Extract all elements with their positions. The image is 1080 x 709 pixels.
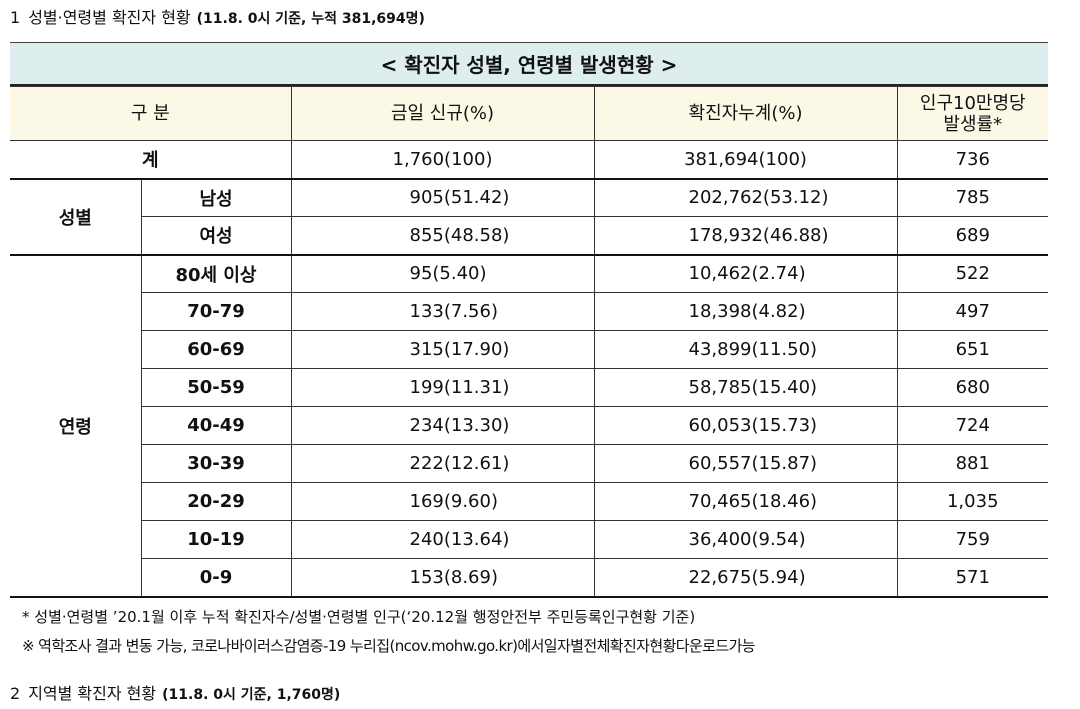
section-heading-1: 1 성별·연령별 확진자 현황 (11.8. 0시 기준, 누적 381,694명) [10, 8, 425, 29]
footnote-data-source: ※ 역학조사 결과 변동 가능, 코로나바이러스감염증-19 누리집(ncov.… [22, 637, 756, 655]
total-label: 계 [10, 140, 292, 180]
section-title: 성별·연령별 확진자 현황 [28, 8, 191, 27]
cell-cumulative: 60,557(15.87) [593, 444, 898, 483]
cell-new: 199(11.31) [290, 368, 595, 407]
cell-rate: 497 [896, 292, 1048, 331]
group-label-age: 연령 [10, 254, 142, 598]
row-label: 70-79 [140, 292, 292, 331]
table-row: 성별 남성 905(51.42) 202,762(53.12) 785 [10, 178, 1048, 256]
table-title-banner: < 확진자 성별, 연령별 발생현황 > [10, 42, 1048, 86]
header-rate-line2: 발생률* [943, 113, 1003, 135]
cell-new: 222(12.61) [290, 444, 595, 483]
table-row: 40-49 234(13.30) 60,053(15.73) 724 [10, 406, 1048, 445]
row-label: 30-39 [140, 444, 292, 483]
cell-rate: 522 [896, 254, 1048, 293]
cell-rate: 1,035 [896, 482, 1048, 521]
table-row: 여성 855(48.58) 178,932(46.88) 689 [10, 216, 1048, 256]
table-row: 10-19 240(13.64) 36,400(9.54) 759 [10, 520, 1048, 559]
footnote-rate-definition: * 성별·연령별 ’20.1월 이후 누적 확진자수/성별·연령별 인구(‘20… [22, 608, 696, 626]
table-row: 0-9 153(8.69) 22,675(5.94) 571 [10, 558, 1048, 598]
total-cumulative: 381,694(100) [593, 140, 898, 180]
table-row: 연령 80세 이상 95(5.40) 10,462(2.74) 522 [10, 254, 1048, 598]
cell-new: 905(51.42) [290, 178, 595, 217]
cell-new: 315(17.90) [290, 330, 595, 369]
section-title: 지역별 확진자 현황 [28, 684, 157, 703]
header-rate: 인구10만명당 발생률* [896, 86, 1048, 141]
cell-cumulative: 36,400(9.54) [593, 520, 898, 559]
cell-new: 133(7.56) [290, 292, 595, 331]
total-rate: 736 [896, 140, 1048, 180]
cell-rate: 680 [896, 368, 1048, 407]
section-number: 2 [10, 684, 21, 703]
section-subtitle: (11.8. 0시 기준, 누적 381,694명) [196, 11, 425, 27]
section-heading-2: 2 지역별 확진자 현황 (11.8. 0시 기준, 1,760명) [10, 684, 340, 705]
cell-new: 240(13.64) [290, 520, 595, 559]
row-label: 60-69 [140, 330, 292, 369]
cell-new: 855(48.58) [290, 216, 595, 256]
cell-new: 153(8.69) [290, 558, 595, 598]
cell-new: 95(5.40) [290, 254, 595, 293]
table-row: 70-79 133(7.56) 18,398(4.82) 497 [10, 292, 1048, 331]
row-label: 0-9 [140, 558, 292, 598]
row-label: 50-59 [140, 368, 292, 407]
cell-rate: 759 [896, 520, 1048, 559]
cell-new: 169(9.60) [290, 482, 595, 521]
cell-rate: 785 [896, 178, 1048, 217]
row-label: 20-29 [140, 482, 292, 521]
header-new: 금일 신규(%) [290, 86, 595, 141]
cell-rate: 881 [896, 444, 1048, 483]
table-row: 30-39 222(12.61) 60,557(15.87) 881 [10, 444, 1048, 483]
cell-rate: 651 [896, 330, 1048, 369]
header-cumulative: 확진자누계(%) [593, 86, 898, 141]
cell-new: 234(13.30) [290, 406, 595, 445]
total-new: 1,760(100) [290, 140, 595, 180]
row-label: 10-19 [140, 520, 292, 559]
cell-cumulative: 22,675(5.94) [593, 558, 898, 598]
table-row-total: 계 1,760(100) 381,694(100) 736 [10, 140, 1048, 180]
cell-cumulative: 178,932(46.88) [593, 216, 898, 256]
header-row: 구 분 금일 신규(%) 확진자누계(%) 인구10만명당 발생률* [10, 86, 1048, 141]
table-row: 20-29 169(9.60) 70,465(18.46) 1,035 [10, 482, 1048, 521]
cell-cumulative: 60,053(15.73) [593, 406, 898, 445]
table-row: 60-69 315(17.90) 43,899(11.50) 651 [10, 330, 1048, 369]
row-label: 40-49 [140, 406, 292, 445]
header-rate-line1: 인구10만명당 [919, 92, 1026, 114]
cell-rate: 689 [896, 216, 1048, 256]
row-label: 여성 [140, 216, 292, 256]
cell-rate: 571 [896, 558, 1048, 598]
cell-cumulative: 18,398(4.82) [593, 292, 898, 331]
cell-cumulative: 202,762(53.12) [593, 178, 898, 217]
group-label-sex: 성별 [10, 178, 142, 256]
table-row: 50-59 199(11.31) 58,785(15.40) 680 [10, 368, 1048, 407]
cell-cumulative: 10,462(2.74) [593, 254, 898, 293]
section-number: 1 [10, 8, 21, 27]
row-label: 남성 [140, 178, 292, 217]
header-category: 구 분 [10, 86, 292, 141]
cell-cumulative: 43,899(11.50) [593, 330, 898, 369]
cell-cumulative: 70,465(18.46) [593, 482, 898, 521]
section-subtitle: (11.8. 0시 기준, 1,760명) [162, 687, 341, 703]
row-label: 80세 이상 [140, 254, 292, 293]
cell-cumulative: 58,785(15.40) [593, 368, 898, 407]
cell-rate: 724 [896, 406, 1048, 445]
confirmed-cases-table: 구 분 금일 신규(%) 확진자누계(%) 인구10만명당 발생률* 계 1,76… [10, 86, 1048, 598]
